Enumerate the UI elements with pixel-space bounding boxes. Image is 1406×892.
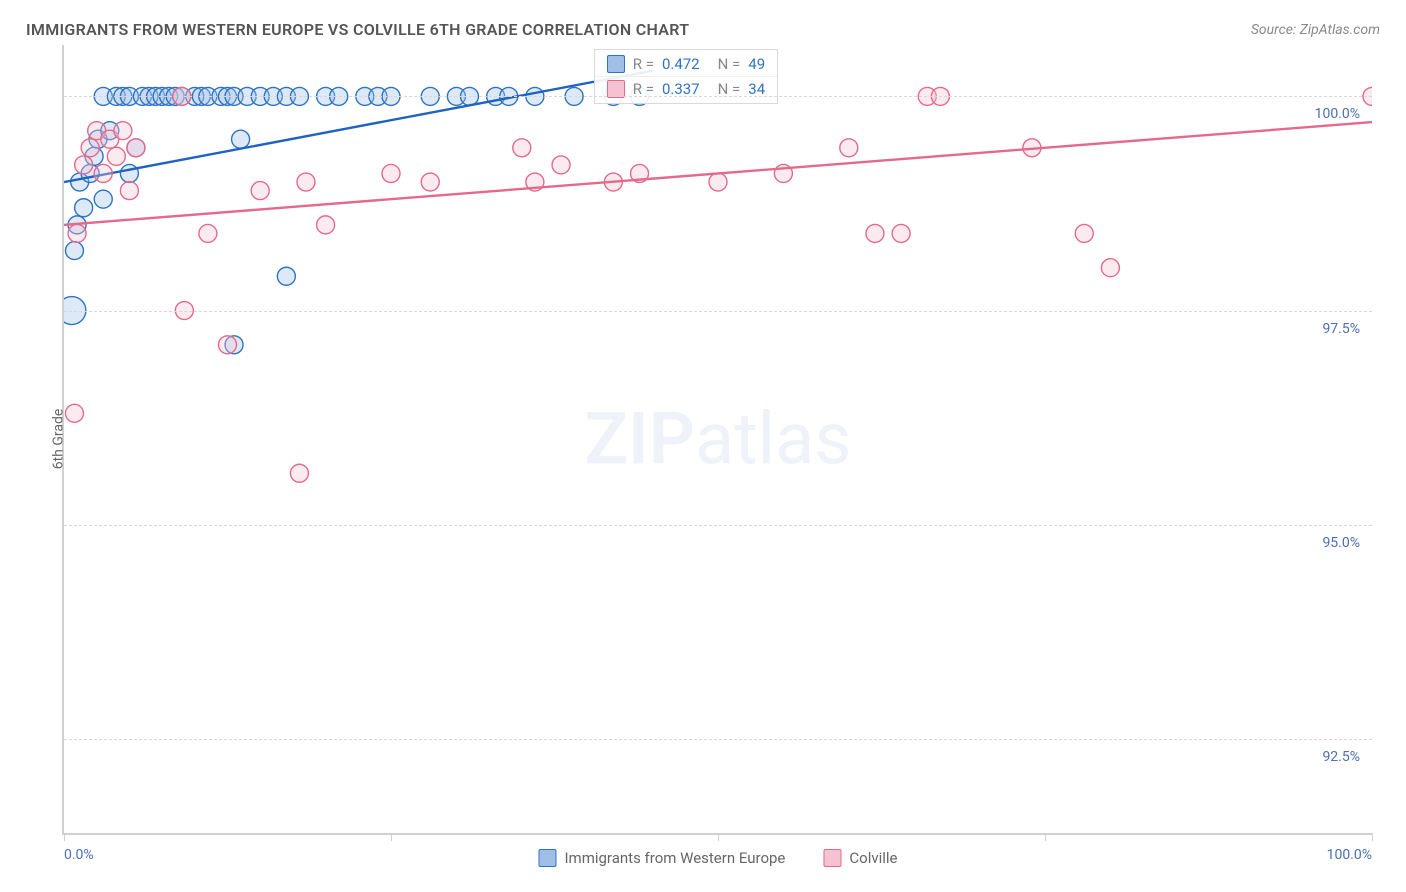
gridline (64, 311, 1372, 312)
data-point (219, 336, 237, 354)
y-tick-label: 100.0% (1315, 106, 1360, 122)
x-tick (1372, 833, 1373, 841)
data-point (75, 199, 93, 217)
x-tick-label-left: 0.0% (64, 847, 94, 863)
x-tick (64, 833, 65, 841)
data-point (513, 139, 531, 157)
trend-line (64, 122, 1372, 225)
plot-svg (64, 45, 1372, 833)
gridline (64, 739, 1372, 740)
y-tick-label: 92.5% (1322, 749, 1360, 765)
chart-title: IMMIGRANTS FROM WESTERN EUROPE VS COLVIL… (26, 20, 689, 39)
n-value: 49 (748, 55, 765, 73)
r-label: R = (633, 80, 654, 98)
x-tick-label-right: 100.0% (1327, 847, 1372, 863)
chart-container: IMMIGRANTS FROM WESTERN EUROPE VS COLVIL… (0, 0, 1406, 892)
data-point (866, 224, 884, 242)
data-point (120, 164, 138, 182)
n-label: N = (718, 55, 741, 73)
data-point (1101, 259, 1119, 277)
data-point (65, 242, 83, 260)
data-point (94, 164, 112, 182)
info-row: R = 0.472 N = 49 (595, 52, 777, 77)
legend-item: Colville (823, 849, 897, 867)
data-point (107, 147, 125, 165)
chart-header: IMMIGRANTS FROM WESTERN EUROPE VS COLVIL… (18, 20, 1388, 39)
x-tick (1045, 833, 1046, 841)
gridline (64, 96, 1372, 97)
data-point (65, 404, 83, 422)
data-point (1075, 224, 1093, 242)
legend: Immigrants from Western Europe Colville (538, 849, 897, 867)
data-point (382, 164, 400, 182)
y-tick-label: 97.5% (1322, 321, 1360, 337)
series-swatch (607, 55, 625, 73)
chart-source: Source: ZipAtlas.com (1251, 22, 1380, 38)
data-point (120, 182, 138, 200)
plot-area: 6th Grade ZIPatlas R =0.472N =49R =0.337… (62, 45, 1372, 835)
data-point (232, 130, 250, 148)
legend-swatch (538, 849, 556, 867)
data-point (421, 173, 439, 191)
data-point (297, 173, 315, 191)
r-value: 0.337 (662, 80, 700, 98)
data-point (290, 464, 308, 482)
legend-swatch (823, 849, 841, 867)
n-value: 34 (748, 80, 765, 98)
info-row: R = 0.337 N = 34 (595, 77, 777, 101)
series-swatch (607, 80, 625, 98)
x-tick (391, 833, 392, 841)
data-point (840, 139, 858, 157)
data-point (709, 173, 727, 191)
x-tick (718, 833, 719, 841)
data-point (199, 224, 217, 242)
r-value: 0.472 (662, 55, 700, 73)
data-point (317, 216, 335, 234)
legend-label: Colville (849, 849, 897, 867)
gridline (64, 525, 1372, 526)
data-point (552, 156, 570, 174)
data-point (127, 139, 145, 157)
r-label: R = (633, 55, 654, 73)
data-point (277, 267, 295, 285)
legend-item: Immigrants from Western Europe (538, 849, 785, 867)
n-label: N = (718, 80, 741, 98)
data-point (75, 156, 93, 174)
data-point (81, 139, 99, 157)
data-point (68, 224, 86, 242)
data-point (251, 182, 269, 200)
data-point (892, 224, 910, 242)
data-point (94, 190, 112, 208)
legend-label: Immigrants from Western Europe (564, 849, 785, 867)
y-tick-label: 95.0% (1322, 535, 1360, 551)
data-point (114, 122, 132, 140)
